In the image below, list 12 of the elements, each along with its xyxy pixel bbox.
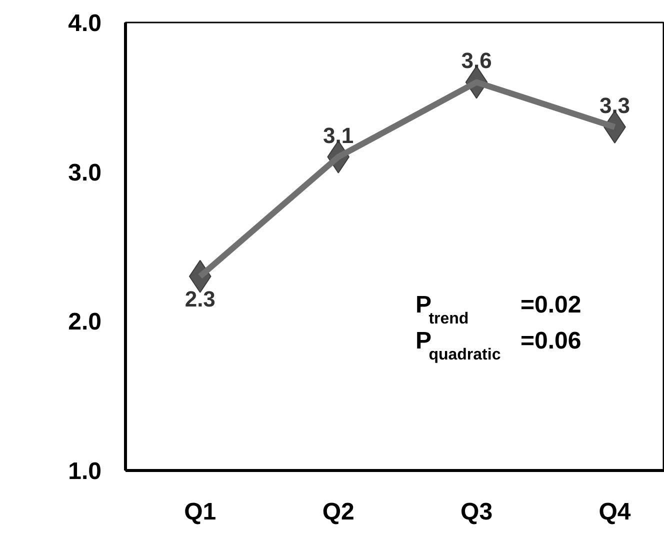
x-tick-label: Q2 <box>322 498 354 526</box>
data-label: 3.1 <box>323 122 354 148</box>
x-tick-label: Q3 <box>460 498 493 526</box>
data-label: 2.3 <box>184 286 216 312</box>
y-tick-label: 2.0 <box>68 308 102 336</box>
x-tick-label: Q4 <box>598 498 632 526</box>
data-label: 3.3 <box>599 93 630 118</box>
x-tick-label: Q1 <box>184 498 216 526</box>
y-tick-label: 4.0 <box>68 10 102 37</box>
y-tick-label: 3.0 <box>68 159 102 186</box>
y-tick-label: 1.0 <box>68 458 102 485</box>
data-label: 3.6 <box>461 48 492 74</box>
